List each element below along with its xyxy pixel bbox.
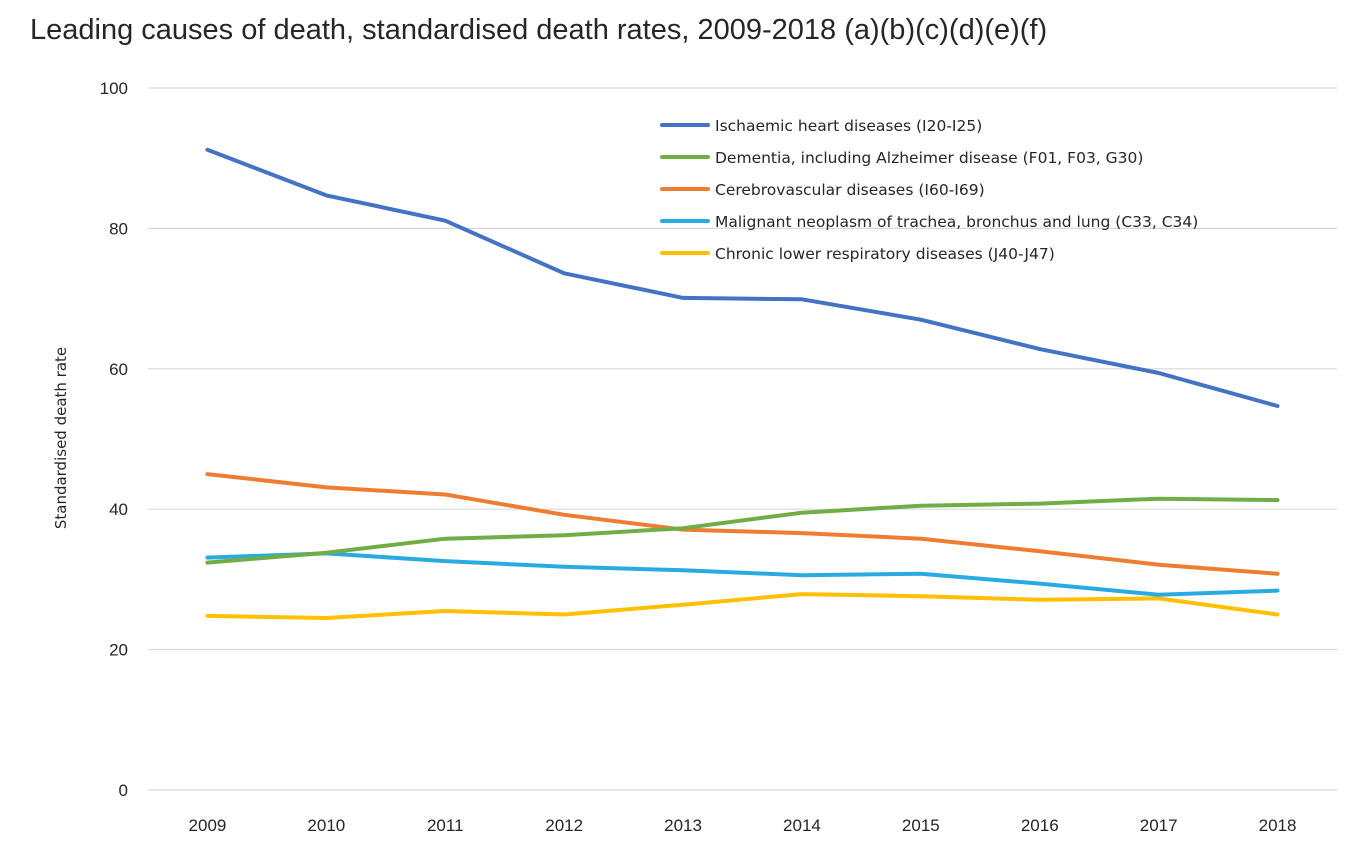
- series-line: [205, 496, 1280, 565]
- x-tick-label: 2010: [307, 816, 345, 835]
- x-tick-labels: 2009 2010 2011 2012 2013 2014 2015 2016 2017 2018: [189, 816, 1297, 835]
- y-axis-title: Standardised death rate: [52, 347, 70, 529]
- x-tick-label: 2012: [545, 816, 583, 835]
- x-tick-label: 2014: [783, 816, 821, 835]
- series-line: [205, 147, 1280, 408]
- x-tick-label: 2013: [664, 816, 702, 835]
- x-tick-label: 2009: [189, 816, 227, 835]
- legend-label: Dementia, including Alzheimer disease (F…: [715, 149, 1143, 167]
- series-line: [205, 592, 1280, 620]
- y-tick-label: 80: [109, 219, 128, 238]
- x-tick-label: 2017: [1140, 816, 1178, 835]
- x-tick-label: 2011: [427, 816, 464, 835]
- legend-label: Ischaemic heart diseases (I20-I25): [715, 117, 982, 135]
- y-tick-label: 0: [119, 781, 128, 800]
- legend: Ischaemic heart diseases (I20-I25) Dement…: [660, 117, 1198, 263]
- y-tick-label: 40: [109, 500, 128, 519]
- series-lines: [205, 147, 1280, 620]
- series-line: [205, 551, 1280, 597]
- y-tick-label: 60: [109, 360, 128, 379]
- y-tick-label: 100: [100, 79, 128, 98]
- y-tick-labels: 0 20 40 60 80 100: [100, 79, 128, 800]
- gridlines: [148, 87, 1337, 791]
- x-tick-label: 2015: [902, 816, 940, 835]
- x-tick-label: 2016: [1021, 816, 1059, 835]
- y-tick-label: 20: [109, 641, 128, 660]
- x-tick-label: 2018: [1259, 816, 1297, 835]
- legend-label: Cerebrovascular diseases (I60-I69): [715, 181, 985, 199]
- series-line: [205, 472, 1280, 576]
- chart-title: Leading causes of death, standardised de…: [30, 14, 1048, 46]
- legend-label: Chronic lower respiratory diseases (J40-…: [715, 245, 1055, 263]
- legend-label: Malignant neoplasm of trachea, bronchus …: [715, 213, 1198, 231]
